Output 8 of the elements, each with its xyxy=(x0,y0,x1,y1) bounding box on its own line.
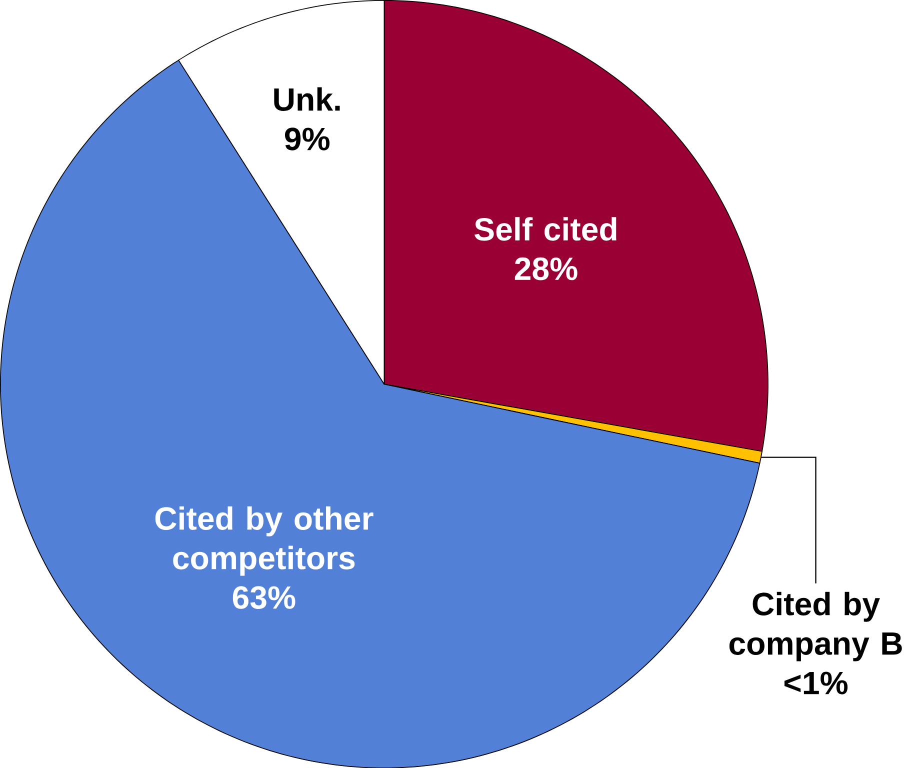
data-label: 63% xyxy=(232,586,296,609)
slice-label: Cited by other competitors xyxy=(155,506,374,576)
data-label: 28% xyxy=(514,257,578,280)
slice-label: Cited by company B xyxy=(729,592,902,662)
slice-label: Unk. xyxy=(274,87,340,111)
slice-label: Self cited xyxy=(474,216,616,241)
data-label: <1% xyxy=(784,672,848,694)
data-label: 9% xyxy=(284,127,330,150)
